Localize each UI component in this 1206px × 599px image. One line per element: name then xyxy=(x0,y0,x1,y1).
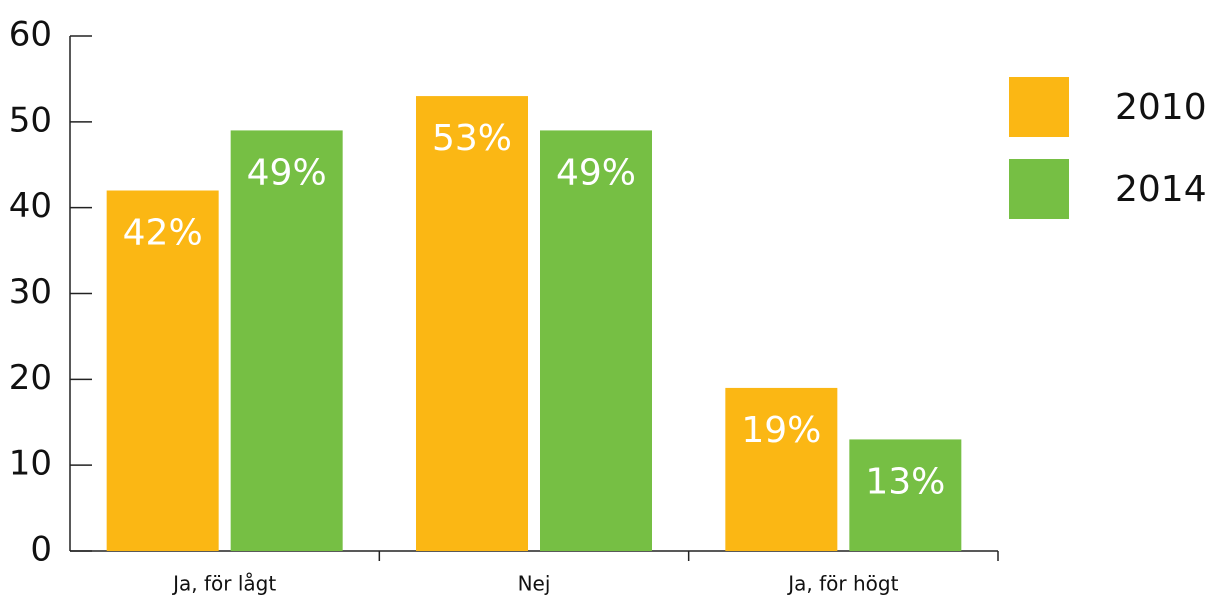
value-label: 53% xyxy=(432,118,512,159)
legend-label: 2014 xyxy=(1115,169,1206,210)
bar xyxy=(849,439,962,551)
legend-label: 2010 xyxy=(1115,87,1206,128)
bar xyxy=(540,130,652,551)
value-label: 49% xyxy=(556,152,636,193)
x-tick-label: Ja, för lågt xyxy=(171,572,276,596)
y-tick-label: 0 xyxy=(30,530,52,570)
y-tick-label: 20 xyxy=(9,358,52,398)
x-tick-label: Ja, för högt xyxy=(786,572,898,596)
y-tick-label: 40 xyxy=(9,186,52,226)
value-label: 49% xyxy=(247,152,327,193)
bar xyxy=(416,96,528,551)
y-tick-label: 50 xyxy=(9,100,52,140)
value-label: 13% xyxy=(865,461,945,502)
bar xyxy=(725,387,838,551)
y-tick-label: 30 xyxy=(9,272,52,312)
legend-swatch xyxy=(1009,159,1069,219)
y-tick-label: 10 xyxy=(9,444,52,484)
y-tick-label: 60 xyxy=(9,15,52,55)
value-label: 42% xyxy=(123,213,203,254)
bar xyxy=(230,130,343,551)
bar xyxy=(106,190,219,551)
legend-swatch xyxy=(1009,77,1069,137)
x-tick-label: Nej xyxy=(518,572,551,596)
value-label: 19% xyxy=(741,410,821,451)
